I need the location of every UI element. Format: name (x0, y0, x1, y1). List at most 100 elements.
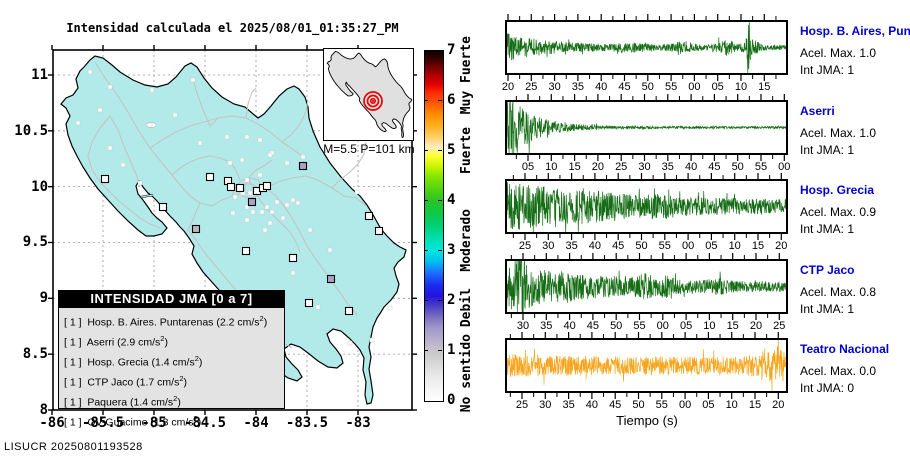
time-tick-label: 15 (726, 319, 739, 332)
colorbar-tick (438, 250, 442, 251)
station-marker (244, 177, 250, 183)
colorbar-tick-label: 5 (447, 142, 456, 158)
time-tick-label: 30 (638, 160, 651, 173)
time-tick-label: 45 (618, 81, 631, 93)
intensity-station-marker (304, 298, 314, 308)
colorbar-tick-label: 7 (447, 42, 456, 58)
station-name: Hosp. Grecia (800, 183, 875, 197)
colorbar-tick (438, 150, 442, 151)
y-tick-label: 8 (39, 401, 48, 418)
station-marker (232, 194, 238, 200)
station-marker (120, 162, 126, 168)
time-tick-label: 10 (734, 81, 748, 93)
station-marker (244, 217, 250, 223)
seismogram-panel-4 (504, 249, 789, 334)
colorbar-tick-label: 3 (447, 242, 456, 258)
station-marker (307, 227, 313, 233)
road (265, 187, 359, 317)
x-tick-label: -84 (243, 415, 269, 431)
road (171, 155, 241, 181)
colorbar-tick (424, 150, 428, 151)
colorbar-tick (424, 250, 428, 251)
station-marker (267, 152, 273, 158)
time-tick-label: 05 (711, 81, 724, 93)
station-marker (315, 304, 321, 310)
time-tick-label: 50 (635, 240, 648, 252)
colorbar-tick (438, 350, 442, 351)
time-tick-label: 10 (545, 160, 558, 173)
time-tick-label: 05 (679, 319, 693, 332)
station-marker (369, 337, 375, 343)
acceleration-max: Acel. Max. 1.0 (800, 125, 877, 140)
seismogram-panel-2 (504, 90, 789, 175)
colorbar-tick (424, 100, 428, 101)
station-name: Teatro Nacional (800, 342, 890, 356)
station-marker (230, 210, 236, 216)
time-tick-label: 35 (562, 399, 575, 411)
time-tick-label: 40 (585, 399, 599, 411)
time-tick-label: 35 (571, 81, 585, 93)
time-tick-label: 50 (632, 399, 645, 411)
station-marker (290, 197, 296, 203)
station-name: CTP Jaco (800, 262, 855, 277)
intensity-station-marker (326, 274, 336, 284)
station-marker (354, 189, 360, 195)
legend-item: [ 1 ] CTP Jaco (1.7 cm/s2) (64, 374, 188, 389)
station-marker (347, 340, 353, 346)
time-tick-label: 20 (772, 399, 785, 411)
station-marker (387, 305, 393, 311)
waveform-trace (504, 182, 789, 233)
station-marker (274, 199, 280, 205)
station-marker (280, 215, 286, 221)
time-axis-label: Tiempo (s) (616, 413, 678, 428)
station-marker (137, 180, 143, 186)
station-marker (244, 204, 250, 210)
watermark: LISUCR 20250801193528 (4, 441, 143, 453)
panel-frame (505, 338, 788, 393)
y-tick-label: 9.5 (22, 234, 48, 251)
colorbar-category-label: Muy Fuerte (459, 36, 474, 115)
intensity-jma: Int JMA: 1 (800, 301, 855, 316)
station-name: Aserri (800, 103, 835, 118)
time-tick-label: 10 (725, 399, 738, 411)
time-tick-label: 20 (749, 319, 763, 332)
road (243, 159, 273, 194)
waveform-trace (504, 21, 789, 74)
time-tick-label: 25 (773, 319, 786, 332)
legend-body: [ 1 ] Hosp. B. Aires. Puntarenas (2.2 cm… (58, 308, 285, 429)
x-tick-label: -83.5 (285, 415, 329, 431)
seismogram-panel-1 (504, 10, 789, 95)
time-tick-label: 40 (595, 81, 608, 93)
panel-frame (505, 20, 788, 75)
colorbar-tick-label: 0 (447, 392, 456, 408)
time-tick-label: 10 (728, 240, 741, 252)
road (187, 202, 201, 231)
seismogram-trace-svg (504, 14, 789, 81)
time-tick-label: 40 (588, 240, 602, 252)
road (265, 175, 367, 207)
time-tick-label: 00 (681, 240, 695, 252)
time-tick-label: 00 (656, 319, 669, 332)
time-tick-label: 40 (563, 319, 576, 332)
inset-landmass (326, 51, 413, 138)
colorbar-category-label: Moderado (459, 208, 474, 272)
time-tick-label: 50 (641, 81, 654, 93)
time-tick-label: 00 (778, 160, 791, 173)
epicenter-icon (369, 97, 377, 105)
time-tick-label: 20 (501, 81, 515, 93)
epicenter-inset-map (323, 48, 414, 141)
map-frame (52, 49, 413, 411)
station-marker (149, 87, 155, 93)
station-marker (264, 204, 270, 210)
intensity-jma: Int JMA: 0 (800, 381, 855, 395)
time-tick-label: 55 (658, 240, 671, 252)
time-tick-label: 25 (525, 81, 538, 93)
time-tick-label: 25 (518, 240, 532, 252)
seismogram-trace-svg (504, 173, 789, 240)
time-tick-label: 35 (540, 319, 553, 332)
intensity-station-marker (298, 161, 308, 171)
time-tick-label: 15 (748, 399, 762, 411)
time-tick-label: 20 (775, 240, 788, 252)
time-tick-label: 35 (661, 160, 674, 173)
